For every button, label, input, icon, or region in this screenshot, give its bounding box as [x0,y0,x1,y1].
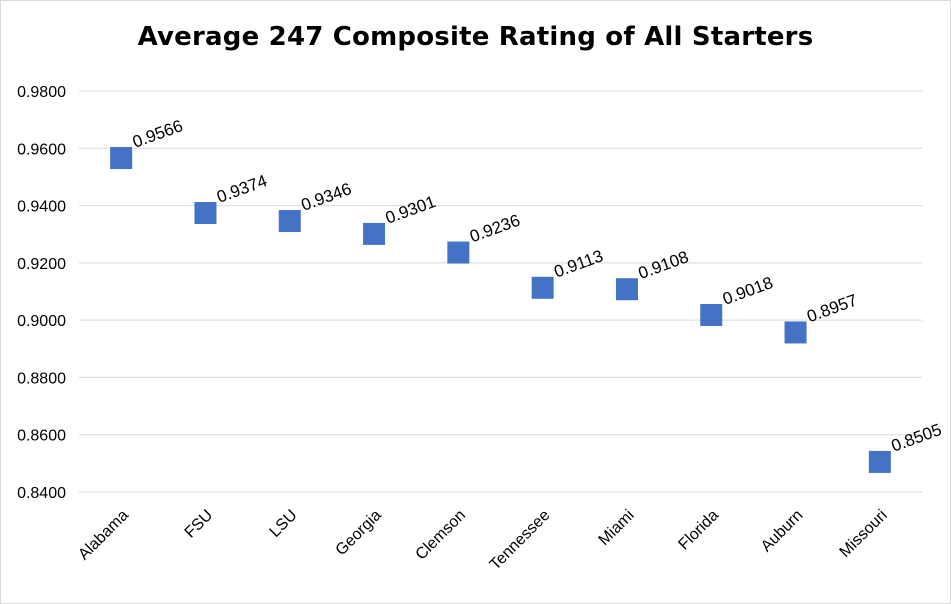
data-point-tennessee [531,276,554,299]
y-tick-label: 0.8400 [17,485,66,502]
y-tick-label: 0.9800 [17,84,66,101]
x-axis-ticks: Alabama FSU LSU Georgia Clemson Tennessee Miam… [75,507,890,574]
chart-title: Average 247 Composite Rating of All Star… [137,22,814,52]
data-point-lsu [278,210,301,233]
data-label: 0.9374 [214,171,269,207]
x-tick-label: Clemson [413,507,470,564]
y-tick-label: 0.8600 [17,428,66,445]
y-tick-label: 0.9000 [17,313,66,330]
data-point-miami [615,278,638,301]
data-label: 0.9566 [130,116,185,152]
data-label: 0.9301 [383,192,438,228]
x-tick-label: Florida [675,507,722,554]
data-point-clemson [447,241,470,264]
x-tick-label: Alabama [75,507,132,564]
data-label: 0.9346 [299,179,354,215]
x-tick-label: Auburn [758,507,807,556]
data-point-georgia [363,222,386,245]
data-label: 0.9108 [636,247,691,283]
y-tick-label: 0.9600 [17,141,66,158]
data-point-fsu [194,202,217,225]
x-tick-label: Tennessee [487,507,554,574]
data-label: 0.9113 [552,246,606,281]
x-tick-label: FSU [182,507,217,542]
data-label: 0.9236 [467,211,522,247]
x-tick-label: Miami [596,507,638,549]
x-tick-label: Missouri [837,507,891,561]
gridlines [79,90,922,493]
data-point-florida [700,303,723,326]
data-label: 0.8957 [804,291,859,327]
data-label: 0.8505 [889,420,944,456]
data-point-missouri [868,450,891,473]
x-tick-label: Georgia [333,507,385,559]
y-tick-label: 0.9200 [17,256,66,273]
y-axis-ticks: 0.8400 0.8600 0.8800 0.9000 0.9200 0.9400 0.96… [17,84,66,502]
data-label: 0.9018 [720,273,775,309]
y-tick-label: 0.9400 [17,199,66,216]
x-tick-label: LSU [267,507,301,541]
y-tick-label: 0.8800 [17,370,66,387]
data-point-auburn [784,321,807,344]
data-points [110,147,891,473]
data-point-alabama [110,147,133,170]
